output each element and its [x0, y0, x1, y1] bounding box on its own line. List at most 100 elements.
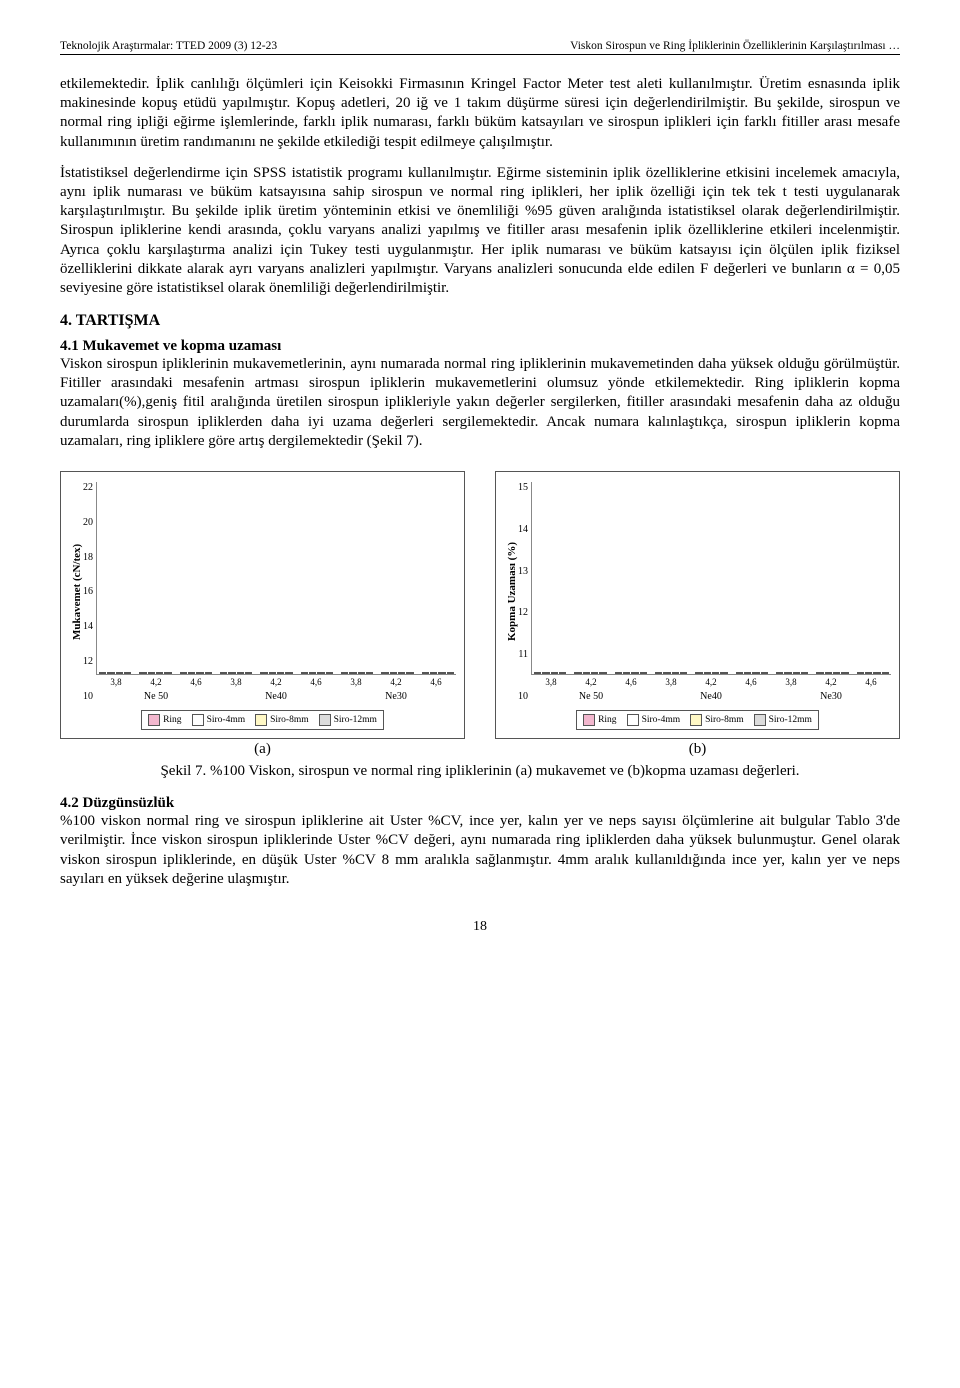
bar	[882, 672, 889, 674]
bar	[640, 672, 647, 674]
bar	[277, 672, 284, 674]
bar	[422, 672, 429, 674]
bar-group	[260, 672, 292, 674]
page-number: 18	[60, 919, 900, 935]
bar	[623, 672, 630, 674]
bars-area	[96, 482, 456, 675]
bar	[406, 672, 413, 674]
y-tick: 11	[518, 649, 528, 660]
bar-group	[736, 672, 768, 674]
bar	[695, 672, 702, 674]
bar	[591, 672, 598, 674]
bar	[680, 672, 687, 674]
bar	[631, 672, 638, 674]
y-tick: 22	[83, 482, 93, 493]
y-axis-ticks: 151413121110	[518, 482, 531, 702]
legend-item: Siro-12mm	[754, 714, 812, 726]
legend-item: Siro-12mm	[319, 714, 377, 726]
bar	[712, 672, 719, 674]
plot-area: Mukavemet (cN/tex)222018161412103,84,24,…	[69, 482, 456, 702]
x-tick: 4,6	[851, 677, 891, 687]
section-4-2-title: 4.2 Düzgünsüzlük	[60, 795, 900, 812]
x-tick: 3,8	[216, 677, 256, 687]
y-tick: 10	[518, 691, 528, 702]
bar-group	[139, 672, 171, 674]
x-super-label: Ne 50	[96, 691, 216, 702]
paragraph-1: etkilemektedir. İplik canlılığı ölçümler…	[60, 75, 900, 152]
bar	[793, 672, 800, 674]
x-ticks: 3,84,24,63,84,24,63,84,24,6	[531, 675, 891, 687]
bar	[309, 672, 316, 674]
legend-swatch	[754, 714, 766, 726]
bar	[99, 672, 106, 674]
legend-swatch	[192, 714, 204, 726]
bar	[317, 672, 324, 674]
bar	[663, 672, 670, 674]
bar-group	[816, 672, 848, 674]
page-header: Teknolojik Araştırmalar: TTED 2009 (3) 1…	[60, 40, 900, 55]
y-tick: 14	[83, 621, 93, 632]
x-tick: 4,2	[691, 677, 731, 687]
bar	[542, 672, 549, 674]
x-tick: 4,6	[731, 677, 771, 687]
bar	[438, 672, 445, 674]
x-tick: 4,2	[256, 677, 296, 687]
x-tick: 3,8	[651, 677, 691, 687]
bar-group	[341, 672, 373, 674]
bar	[744, 672, 751, 674]
x-super-label: Ne40	[651, 691, 771, 702]
x-tick: 3,8	[531, 677, 571, 687]
bar	[534, 672, 541, 674]
y-tick: 14	[518, 524, 528, 535]
legend-swatch	[690, 714, 702, 726]
bar	[841, 672, 848, 674]
x-tick: 4,6	[416, 677, 456, 687]
x-super-groups: Ne 50Ne40Ne30	[96, 687, 456, 702]
legend-item: Siro-4mm	[627, 714, 681, 726]
bar	[583, 672, 590, 674]
x-super-label: Ne30	[771, 691, 891, 702]
bar	[551, 672, 558, 674]
x-super-label: Ne40	[216, 691, 336, 702]
y-tick: 20	[83, 517, 93, 528]
x-tick: 4,6	[176, 677, 216, 687]
bar	[784, 672, 791, 674]
bar	[720, 672, 727, 674]
bars-and-ticks: 3,84,24,63,84,24,63,84,24,6Ne 50Ne40Ne30	[96, 482, 456, 702]
bar	[260, 672, 267, 674]
x-tick: 4,6	[296, 677, 336, 687]
bar	[148, 672, 155, 674]
bar	[655, 672, 662, 674]
bar	[559, 672, 566, 674]
legend-swatch	[583, 714, 595, 726]
bar-group	[857, 672, 889, 674]
legend-item: Ring	[148, 714, 181, 726]
paragraph-4-2: %100 viskon normal ring ve sirospun ipli…	[60, 812, 900, 889]
bar	[205, 672, 212, 674]
bar	[245, 672, 252, 674]
bar	[776, 672, 783, 674]
bar-group	[381, 672, 413, 674]
bar-group	[655, 672, 687, 674]
bar	[237, 672, 244, 674]
bar	[857, 672, 864, 674]
plot-area: Kopma Uzaması (%)1514131211103,84,24,63,…	[504, 482, 891, 702]
legend-swatch	[319, 714, 331, 726]
bar	[447, 672, 454, 674]
section-4-title: 4. TARTIŞMA	[60, 312, 900, 330]
bar-group	[301, 672, 333, 674]
bar	[228, 672, 235, 674]
x-super-label: Ne 50	[531, 691, 651, 702]
bar	[188, 672, 195, 674]
legend-swatch	[627, 714, 639, 726]
bar	[139, 672, 146, 674]
y-tick: 13	[518, 566, 528, 577]
bar-group	[695, 672, 727, 674]
bars-and-ticks: 3,84,24,63,84,24,63,84,24,6Ne 50Ne40Ne30	[531, 482, 891, 702]
bar	[833, 672, 840, 674]
legend-swatch	[255, 714, 267, 726]
paragraph-4-1: Viskon sirospun ipliklerinin mukavemetle…	[60, 355, 900, 451]
y-tick: 15	[518, 482, 528, 493]
x-tick: 4,2	[376, 677, 416, 687]
bar	[430, 672, 437, 674]
